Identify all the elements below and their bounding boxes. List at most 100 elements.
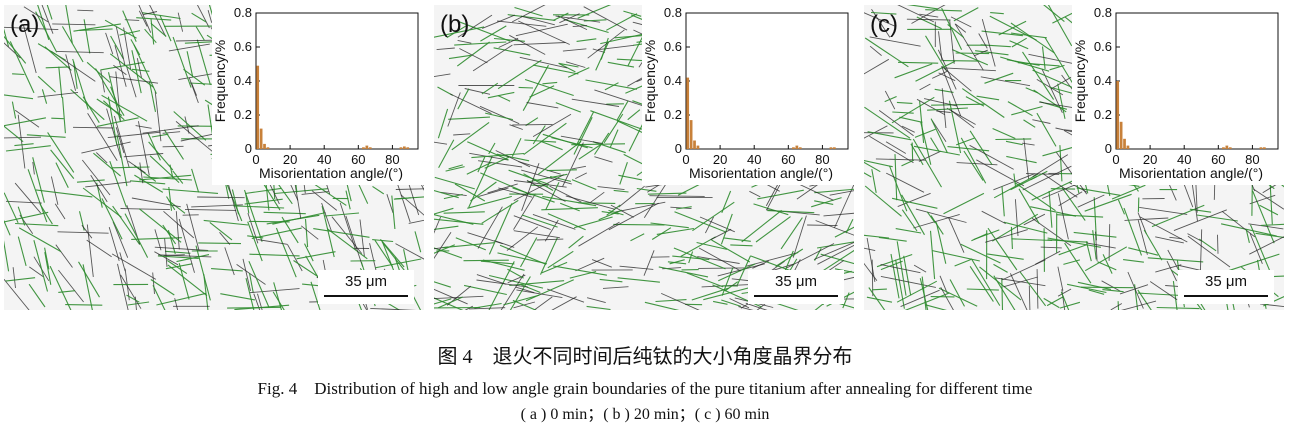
low-angle-boundary [345,215,364,267]
histogram-bar [829,147,833,149]
high-angle-boundary [485,112,514,121]
high-angle-boundary [617,277,660,283]
histogram-bar [1126,145,1130,149]
high-angle-boundary [888,165,908,212]
x-tick-label: 80 [815,152,829,167]
high-angle-boundary [574,216,613,229]
high-angle-boundary [539,237,558,275]
high-angle-boundary [95,68,125,116]
low-angle-boundary [509,34,546,55]
high-angle-boundary [868,287,886,310]
high-angle-boundary [1137,292,1182,297]
x-tick-label: 0 [1112,152,1119,167]
y-tick-label: 0.2 [1094,107,1112,122]
low-angle-boundary [594,156,613,163]
high-angle-boundary [601,211,619,215]
low-angle-boundary [57,231,109,234]
high-angle-boundary [58,290,76,293]
low-angle-boundary [813,242,854,260]
high-angle-boundary [11,101,17,119]
high-angle-boundary [636,187,657,192]
low-angle-boundary [506,226,539,251]
low-angle-boundary [823,212,854,217]
high-angle-boundary [518,86,534,89]
low-angle-boundary [913,213,960,229]
high-angle-boundary [50,149,75,179]
high-angle-boundary [973,229,1000,241]
high-angle-boundary [150,22,167,37]
high-angle-boundary [1196,214,1238,222]
high-angle-boundary [448,116,491,120]
high-angle-boundary [178,263,190,300]
histogram-bar [686,77,690,149]
high-angle-boundary [995,138,1032,141]
low-angle-boundary [197,196,245,199]
caption-english: Fig. 4 Distribution of high and low angl… [257,379,1033,398]
histogram-bar [1259,147,1263,149]
low-angle-boundary [875,158,926,161]
histogram-bar [696,145,700,149]
high-angle-boundary [586,305,611,310]
histogram-bar [259,128,263,149]
high-angle-boundary [650,222,689,229]
high-angle-boundary [753,203,789,216]
high-angle-boundary [757,189,804,200]
low-angle-boundary [311,190,338,211]
high-angle-boundary [503,294,540,306]
high-angle-boundary [963,150,984,181]
y-axis-label: Frequency/% [642,40,658,122]
high-angle-boundary [741,209,782,243]
high-angle-boundary [720,213,733,245]
low-angle-boundary [785,243,835,269]
x-tick-label: 40 [317,152,331,167]
low-angle-boundary [162,131,181,134]
high-angle-boundary [1102,289,1124,293]
high-angle-boundary [894,154,898,201]
high-angle-boundary [438,296,463,309]
high-angle-boundary [100,61,145,71]
high-angle-boundary [321,205,335,258]
low-angle-boundary [536,238,564,241]
high-angle-boundary [895,228,922,234]
high-angle-boundary [203,219,249,226]
histogram-bar [368,147,372,149]
low-angle-boundary [459,48,488,64]
high-angle-boundary [434,298,452,305]
low-angle-boundary [521,163,540,211]
high-angle-boundary [941,7,963,50]
high-angle-boundary [630,233,645,242]
high-angle-boundary [4,117,47,127]
high-angle-boundary [993,173,1039,199]
high-angle-boundary [1044,37,1075,86]
low-angle-boundary [120,208,170,211]
high-angle-boundary [86,61,111,83]
high-angle-boundary [520,237,538,268]
high-angle-boundary [1011,37,1027,48]
low-angle-boundary [562,48,587,52]
low-angle-boundary [512,123,553,126]
y-axis-label: Frequency/% [212,40,228,122]
histogram-bar [693,140,696,149]
high-angle-boundary [127,301,150,306]
high-angle-boundary [558,62,579,68]
low-angle-boundary [565,195,616,210]
low-angle-boundary [149,5,167,37]
high-angle-boundary [913,145,960,156]
low-angle-boundary [236,264,266,285]
low-angle-boundary [897,5,934,23]
high-angle-boundary [211,268,243,272]
high-angle-boundary [571,179,597,191]
low-angle-boundary [164,238,168,267]
high-angle-boundary [4,28,10,47]
high-angle-boundary [116,134,128,187]
high-angle-boundary [1117,199,1126,215]
high-angle-boundary [110,86,119,106]
high-angle-boundary [1006,155,1037,164]
y-tick-label: 0.6 [1094,39,1112,54]
high-angle-boundary [296,251,336,260]
panel-label: (b) [440,11,470,38]
high-angle-boundary [595,41,610,71]
low-angle-boundary [936,110,951,113]
low-angle-boundary [87,113,118,162]
